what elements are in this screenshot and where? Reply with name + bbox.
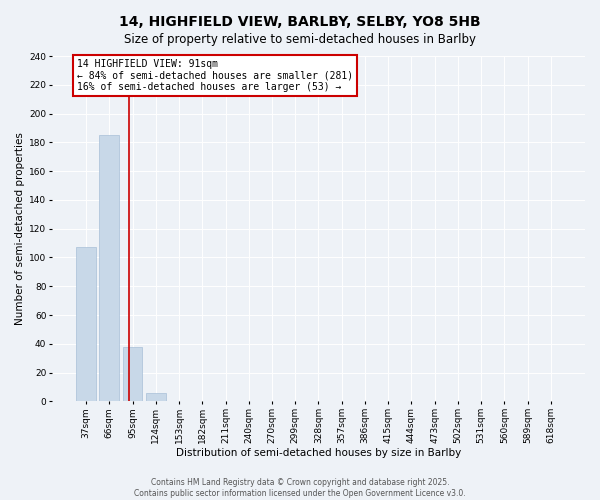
Bar: [146, 393, 166, 402]
Bar: [100, 135, 119, 402]
Text: 14, HIGHFIELD VIEW, BARLBY, SELBY, YO8 5HB: 14, HIGHFIELD VIEW, BARLBY, SELBY, YO8 5…: [119, 15, 481, 29]
Text: Contains HM Land Registry data © Crown copyright and database right 2025.
Contai: Contains HM Land Registry data © Crown c…: [134, 478, 466, 498]
Y-axis label: Number of semi-detached properties: Number of semi-detached properties: [15, 132, 25, 325]
Text: Size of property relative to semi-detached houses in Barlby: Size of property relative to semi-detach…: [124, 32, 476, 46]
X-axis label: Distribution of semi-detached houses by size in Barlby: Distribution of semi-detached houses by …: [176, 448, 461, 458]
Bar: [122, 346, 142, 402]
Text: 14 HIGHFIELD VIEW: 91sqm
← 84% of semi-detached houses are smaller (281)
16% of : 14 HIGHFIELD VIEW: 91sqm ← 84% of semi-d…: [77, 59, 353, 92]
Bar: [76, 248, 96, 402]
